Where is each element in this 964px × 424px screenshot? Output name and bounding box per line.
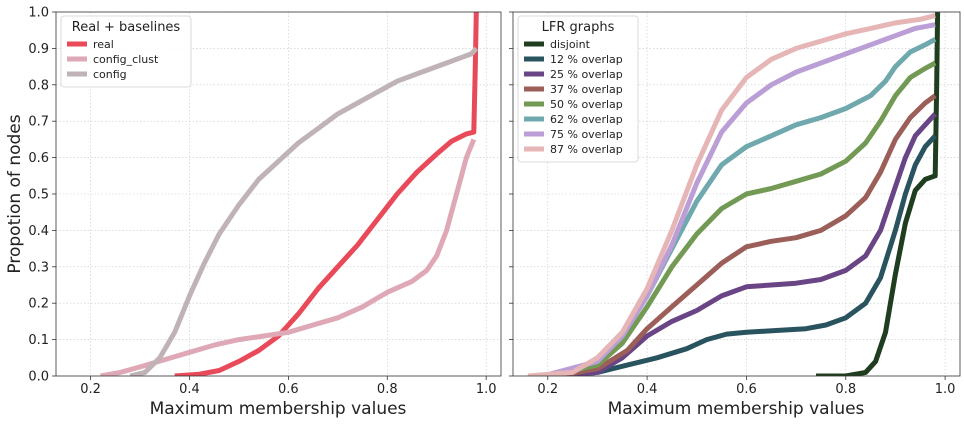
x-tick-label: 0.8	[377, 382, 398, 397]
y-tick-label: 0.3	[28, 260, 49, 275]
legend-entry: disjoint	[550, 38, 591, 51]
y-tick-label: 0.9	[28, 42, 49, 57]
series-line-5	[547, 60, 937, 376]
x-tick-label: 0.6	[278, 382, 299, 397]
y-axis-label: Propotion of nodes	[5, 114, 25, 273]
legend-entry: config_clust	[93, 53, 159, 66]
legend-entry: 37 % overlap	[550, 83, 623, 96]
legend-box	[517, 15, 639, 163]
x-tick-label: 0.4	[637, 382, 658, 397]
series-line-7	[542, 22, 936, 376]
series-line-1	[816, 12, 941, 376]
x-tick-label: 0.6	[736, 382, 757, 397]
legend-entry: 87 % overlap	[550, 143, 623, 156]
series-line-2	[557, 134, 938, 376]
y-tick-label: 1.0	[28, 6, 49, 21]
legend-entry: 25 % overlap	[550, 68, 623, 81]
x-tick-label: 0.4	[179, 382, 200, 397]
legend-box	[60, 15, 192, 88]
x-tick-label: 0.2	[537, 382, 558, 397]
y-ticks	[509, 11, 513, 377]
x-tick-label: 0.8	[835, 382, 856, 397]
legend-entry: config	[93, 68, 127, 81]
series-line-8	[527, 13, 936, 376]
x-axis-label: Maximum membership values	[150, 399, 407, 419]
y-tick-label: 0.8	[28, 78, 49, 93]
series-line-4	[557, 93, 937, 376]
y-tick-label: 0.5	[28, 188, 49, 203]
left-chart-panel: 0.2 0.4 0.6 0.8 1.0 0.0 0.1 0.2 0.3 0.4 0.5 0.6 0.7…	[5, 6, 502, 419]
legend-entry: real	[93, 38, 114, 51]
y-tick-label: 0.4	[28, 224, 49, 239]
x-tick-label: 0.2	[80, 382, 101, 397]
y-tick-label: 0.6	[28, 151, 49, 166]
right-chart-panel: 0.2 0.4 0.6 0.8 1.0 Maximum membership value…	[509, 11, 961, 419]
legend-entry: 75 % overlap	[550, 128, 623, 141]
y-tick-label: 0.7	[28, 115, 49, 130]
x-tick-label: 1.0	[935, 382, 956, 397]
series-line-3	[129, 46, 479, 376]
y-tick-label: 0.2	[28, 297, 49, 312]
y-ticks: 0.0 0.1 0.2 0.3 0.4 0.5 0.6 0.7 0.8 0.9 1.0	[28, 6, 56, 385]
series-lines	[527, 12, 941, 376]
legend-entry: 12 % overlap	[550, 53, 623, 66]
series-line-1	[174, 12, 479, 376]
legend-title: Real + baselines	[72, 20, 181, 35]
series-lines	[100, 12, 479, 376]
legend: LFR graphs disjoint 12 % overlap 25 % overl…	[517, 15, 639, 163]
legend-entry: 50 % overlap	[550, 98, 623, 111]
x-tick-label: 1.0	[476, 382, 497, 397]
y-tick-label: 0.1	[28, 333, 49, 348]
legend-title: LFR graphs	[542, 20, 615, 35]
x-ticks: 0.2 0.4 0.6 0.8 1.0	[537, 376, 955, 397]
series-line-3	[562, 112, 938, 376]
legend-entry: 62 % overlap	[550, 113, 623, 126]
x-ticks: 0.2 0.4 0.6 0.8 1.0	[80, 376, 497, 397]
y-tick-label: 0.0	[28, 370, 49, 385]
x-axis-label: Maximum membership values	[608, 399, 865, 419]
series-line-2	[100, 138, 477, 376]
